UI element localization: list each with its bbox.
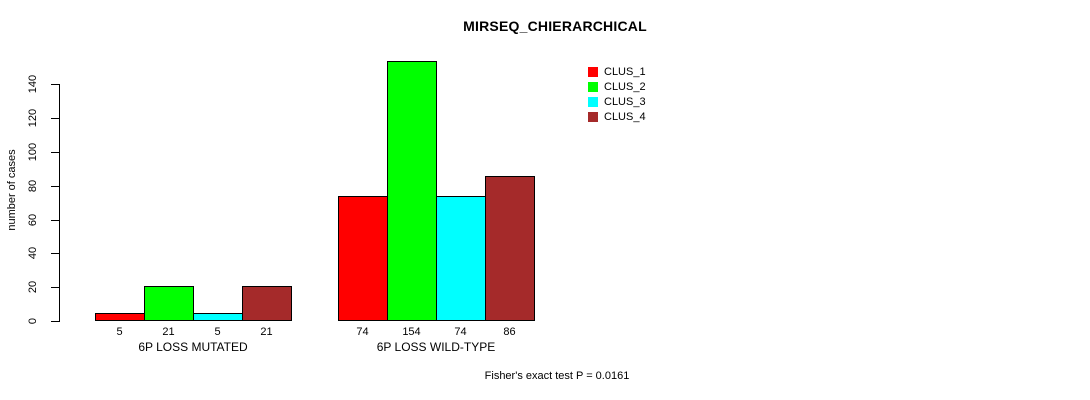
bar-clus_1-2 [338, 196, 388, 321]
y-tick [51, 321, 59, 322]
bar-value-label: 86 [503, 326, 516, 338]
bar-value-label: 74 [356, 326, 369, 338]
bar-value-label: 74 [454, 326, 467, 338]
chart-title: MIRSEQ_CHIERARCHICAL [463, 18, 647, 34]
y-tick [51, 253, 59, 254]
y-tick [51, 84, 59, 85]
legend-label: CLUS_3 [604, 96, 646, 108]
legend-swatch-clus_1 [588, 67, 598, 77]
legend-swatch-clus_3 [588, 97, 598, 107]
y-tick-label: 140 [27, 74, 39, 94]
y-tick [51, 287, 59, 288]
bar-clus_4-1 [242, 286, 292, 321]
bar-value-label: 5 [116, 326, 123, 338]
legend-label: CLUS_1 [604, 66, 646, 78]
legend-label: CLUS_4 [604, 111, 646, 123]
legend-label: CLUS_2 [604, 81, 646, 93]
bar-clus_2-1 [144, 286, 194, 321]
bar-value-label: 154 [402, 326, 421, 338]
y-tick [51, 118, 59, 119]
bar-value-label: 21 [260, 326, 273, 338]
bar-clus_2-2 [387, 61, 437, 321]
bar-clus_3-2 [436, 196, 486, 321]
y-tick [51, 220, 59, 221]
y-tick [51, 152, 59, 153]
bar-value-label: 21 [162, 326, 175, 338]
bar-clus_4-2 [485, 176, 535, 321]
annotation-text: Fisher's exact test P = 0.0161 [484, 370, 630, 382]
bar-clus_3-1 [193, 313, 243, 321]
y-axis-label: number of cases [6, 149, 18, 231]
legend-swatch-clus_2 [588, 82, 598, 92]
y-tick [51, 186, 59, 187]
legend-swatch-clus_4 [588, 112, 598, 122]
category-label: 6P LOSS WILD-TYPE [376, 340, 496, 354]
bar-value-label: 5 [214, 326, 221, 338]
category-label: 6P LOSS MUTATED [138, 340, 248, 354]
y-axis-line [59, 84, 60, 322]
bar-clus_1-1 [95, 313, 145, 321]
